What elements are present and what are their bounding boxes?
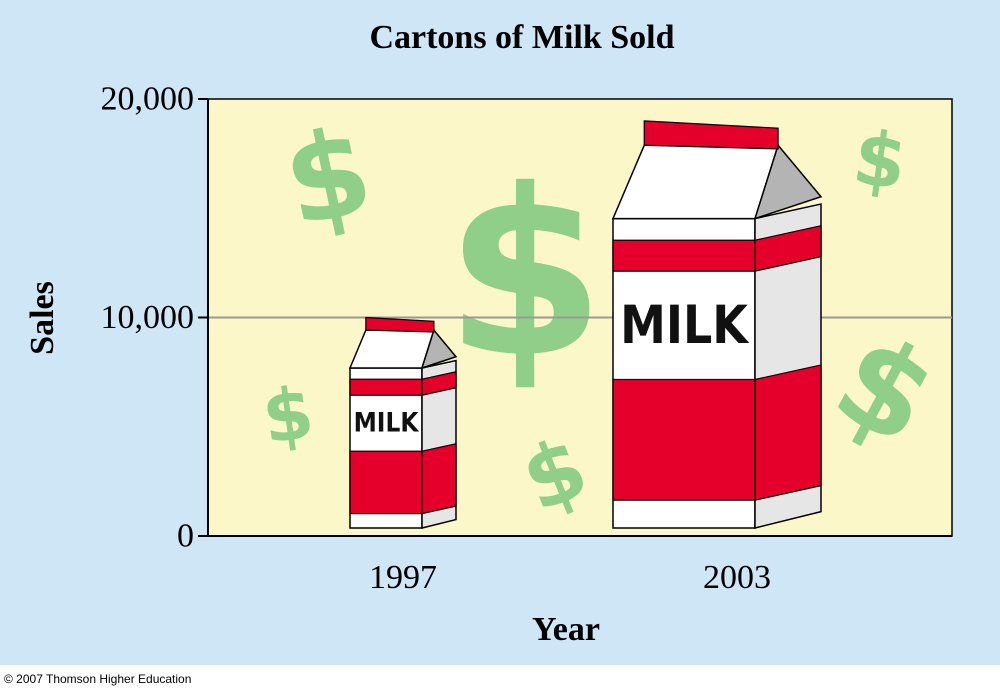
dollar-sign-icon: $: [257, 370, 318, 460]
bar-milk-carton-2003: MILK: [611, 120, 823, 529]
dollar-sign-icon: $: [445, 142, 605, 409]
y-tick-label: 20,000: [101, 81, 195, 118]
y-tick-label: 0: [177, 518, 194, 555]
dollar-decorations: $ $ $$$$: [257, 101, 957, 532]
bars: MILK MILK: [348, 120, 823, 529]
y-axis: 0 10,000 20,000: [101, 81, 952, 555]
y-tick-label: 10,000: [101, 299, 195, 336]
x-axis: 1997 2003: [369, 559, 771, 596]
bar-label: MILK: [354, 408, 420, 439]
dollar-sign-icon: $: [848, 113, 912, 207]
x-tick-label: 2003: [703, 559, 771, 596]
x-axis-label: Year: [532, 611, 600, 648]
bar-milk-carton-1997: MILK: [348, 316, 458, 529]
x-tick-label: 1997: [369, 559, 437, 596]
bar-label: MILK: [620, 295, 750, 356]
copyright-notice: © 2007 Thomson Higher Education: [4, 672, 191, 686]
chart-title: Cartons of Milk Sold: [369, 19, 674, 56]
y-axis-label: Sales: [24, 281, 61, 355]
